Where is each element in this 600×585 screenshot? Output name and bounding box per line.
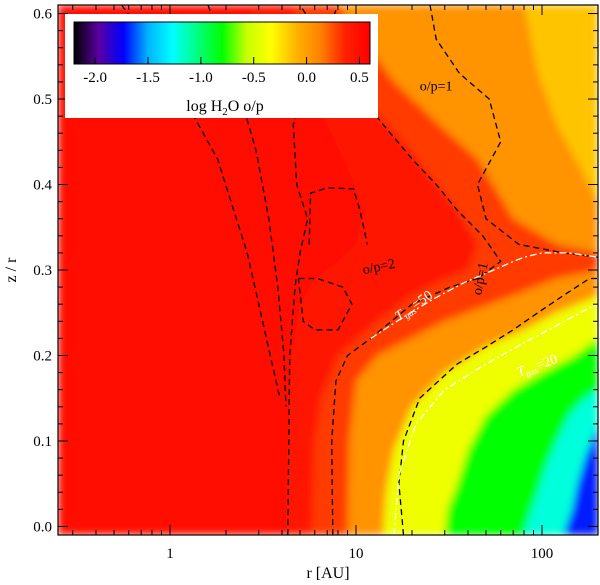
- y-tick-label: 0.4: [33, 178, 52, 194]
- tgas-20-contour: [393, 303, 598, 535]
- annotation-o-p-1-side: o/p=1: [470, 261, 491, 296]
- color-field: [58, 5, 598, 535]
- colorbar-ticks: -2.0 -1.5 -1.0 -0.5 0.0 0.5: [83, 57, 369, 86]
- colorbar-label: log H2O o/p: [186, 98, 264, 118]
- annotation-o-p-1-top-main: o/p=1: [420, 80, 453, 95]
- y-tick-label: 0.1: [33, 434, 52, 450]
- y-axis-label: z / r: [3, 257, 20, 283]
- x-tick-label: 100: [531, 546, 554, 562]
- colorbar-gradient: [73, 21, 371, 65]
- colorbar-tick-label: -2.0: [83, 70, 107, 86]
- x-tick-label: 1: [166, 546, 174, 562]
- red-region: [58, 5, 364, 535]
- y-tick-label: 0.5: [33, 92, 52, 108]
- contour-o-p-2: [299, 5, 502, 535]
- y-tick-label: 0.0: [33, 519, 52, 535]
- annotation-o-p-2-main: o/p=2: [361, 257, 396, 278]
- y-tick-label: 0.6: [33, 7, 52, 23]
- contour-o-p-1-upper: [429, 5, 598, 258]
- y-tick-label: 0.2: [33, 348, 52, 364]
- y-tick-label: 0.3: [33, 263, 52, 279]
- contour-left-diagonal-outer: [121, 5, 281, 399]
- upper-right-green-yellow: [524, 5, 598, 202]
- annotation-tgas-20: Tgas=20: [515, 352, 560, 381]
- blue-region: [563, 423, 598, 535]
- contour-red-pocket: [297, 277, 353, 331]
- annotation-tgas-20-value: =20: [534, 352, 560, 374]
- annotation-o-p-1-side-main: o/p=1: [470, 261, 491, 296]
- annotation-tgas-20-sub: gas: [524, 365, 540, 379]
- colorbar-tick-label: -0.5: [242, 70, 266, 86]
- colorbar-tick-label: 0.0: [297, 70, 316, 86]
- colorbar-label-subscript: 2: [222, 106, 228, 118]
- x-axis: 1 10 100: [72, 5, 599, 562]
- tgas-50-contour: [370, 252, 598, 339]
- y-axis: 0.0 0.1 0.2 0.3 0.4 0.5 0.6: [33, 7, 598, 535]
- colorbar-tick-label: -1.0: [189, 70, 213, 86]
- colorbar-tick-label: -1.5: [136, 70, 160, 86]
- annotation-o-p-1-top: o/p=1: [420, 80, 453, 95]
- temperature-contours: [370, 252, 598, 535]
- colorbar-label-main: log H: [186, 98, 222, 115]
- o-p-contours: [121, 5, 598, 535]
- x-tick-label: 10: [348, 546, 363, 562]
- contour-red-pocket-top: [308, 187, 368, 245]
- x-axis-label: r [AU]: [306, 565, 349, 582]
- colorbar: -2.0 -1.5 -1.0 -0.5 0.0 0.5 log H2O o/p: [65, 14, 378, 118]
- contour-inner-loop: [287, 5, 339, 535]
- annotation-o-p-2: o/p=2: [361, 257, 396, 278]
- contour-o-p-1-lower: [398, 277, 598, 535]
- colorbar-tick-label: 0.5: [350, 70, 369, 86]
- colorbar-label-tail: O o/p: [228, 98, 264, 115]
